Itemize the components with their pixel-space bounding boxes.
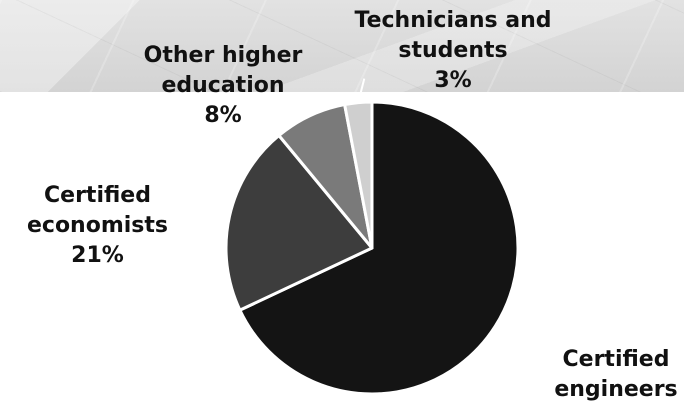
label-technicians-line2: students [398, 38, 508, 63]
label-certified-economists: Certified economists 21% [0, 181, 195, 271]
label-technicians-line1: Technicians and [354, 8, 552, 33]
pie-slices [224, 100, 520, 396]
slice-certified-economists [224, 134, 374, 312]
technicians-leader-line [357, 78, 366, 103]
label-technicians-value: 3% [434, 68, 472, 93]
background-texture-band [0, 0, 684, 92]
label-other-value: 8% [204, 103, 242, 128]
label-engineers-line1: Certified [562, 347, 670, 372]
label-certified-engineers: Certified engineers [548, 345, 684, 405]
label-economists-value: 21% [71, 243, 124, 268]
label-technicians: Technicians and students 3% [338, 6, 568, 96]
label-engineers-line2: engineers [554, 377, 678, 402]
slice-certified-engineers [238, 100, 520, 396]
label-other-line2: education [161, 73, 285, 98]
label-other-line1: Other higher [143, 43, 303, 68]
label-economists-line2: economists [26, 213, 169, 238]
label-economists-line1: Certified [44, 183, 151, 208]
label-other-higher-education: Other higher education 8% [128, 41, 318, 131]
